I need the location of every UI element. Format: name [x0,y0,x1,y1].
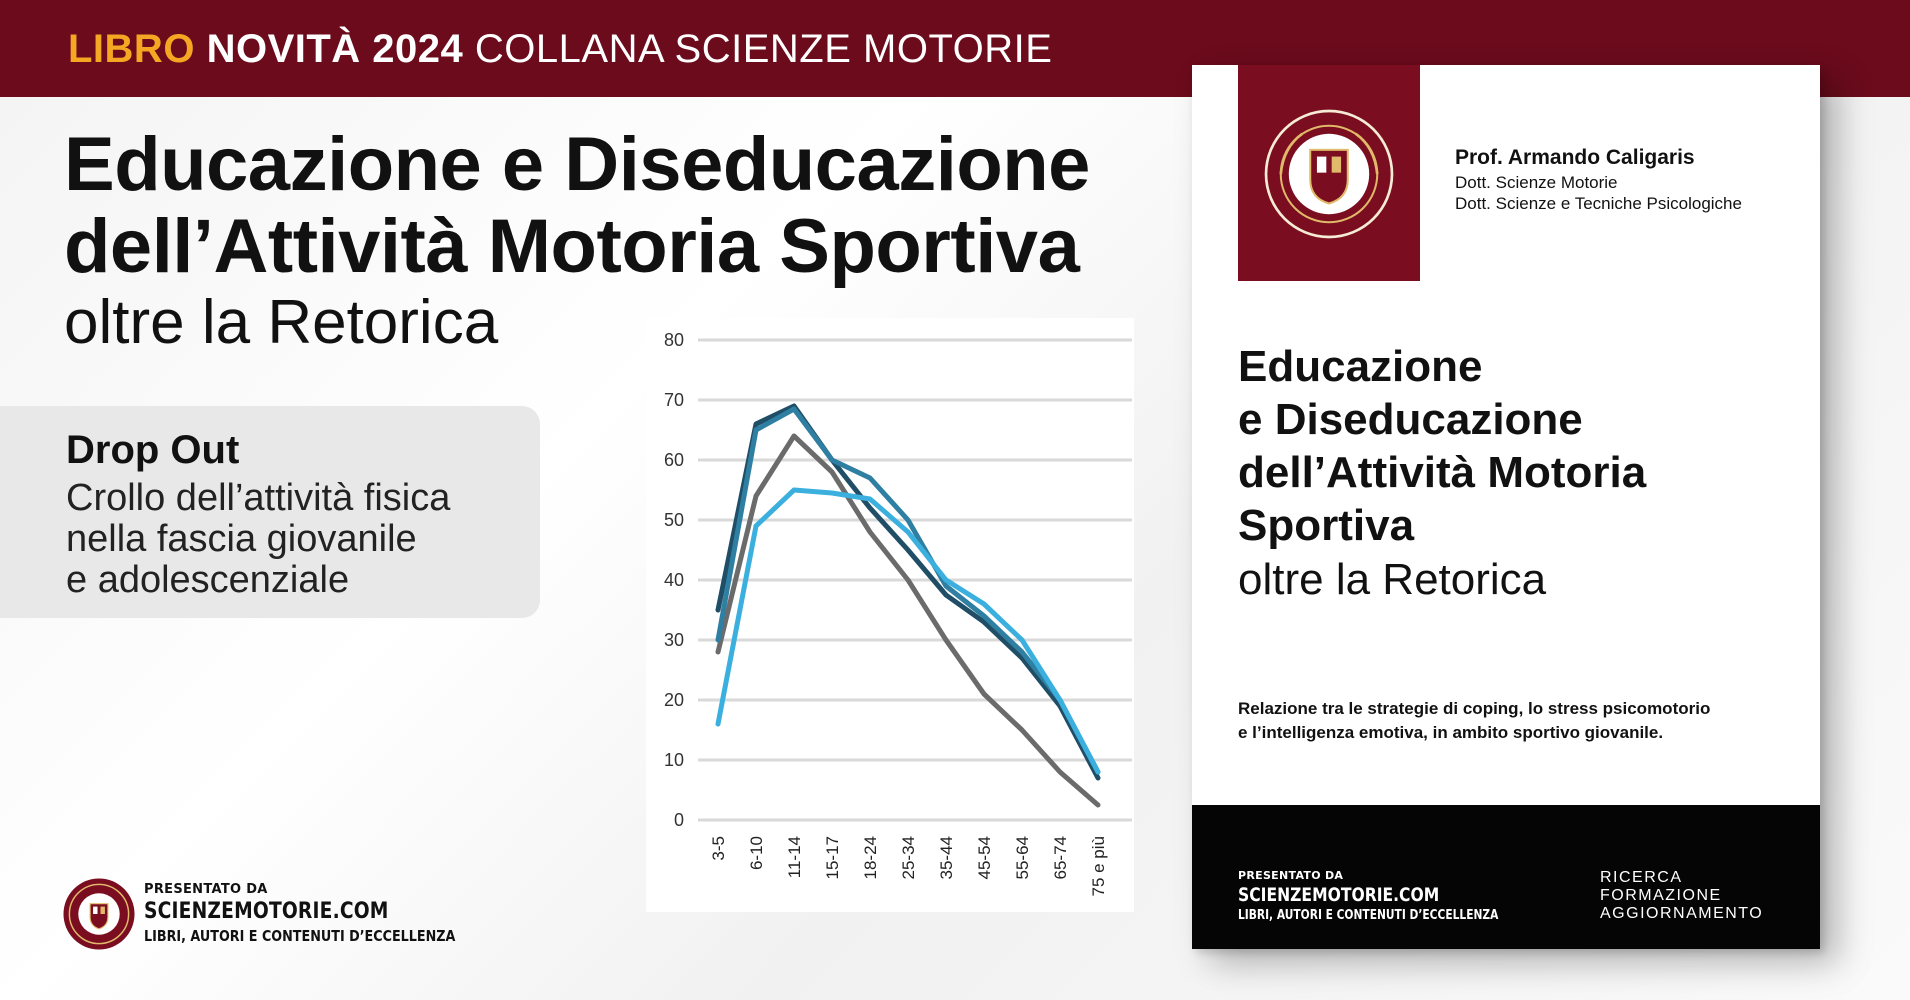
y-tick-label: 20 [664,690,684,710]
dropout-box: Drop Out Crollo dell’attività fisica nel… [0,406,540,618]
banner-text: LIBRO NOVITÀ 2024 COLLANA SCIENZE MOTORI… [68,27,1052,72]
dropout-title: Drop Out [66,428,240,472]
book-footer: PRESENTATO DA SCIENZEMOTORIE.COM LIBRI, … [1192,805,1820,949]
series-line-1 [715,433,1101,808]
y-tick-label: 30 [664,630,684,650]
book-title-line: e Diseducazione [1238,395,1583,444]
book-title-line: Educazione [1238,342,1483,391]
series-line-3 [715,406,1101,775]
x-tick-label: 45-54 [975,836,994,879]
book-footer-keyword: FORMAZIONE [1600,887,1722,904]
x-tick-label: 11-14 [785,836,804,878]
book-footer-presented-by: PRESENTATO DA [1238,869,1344,882]
dropout-line: e adolescenziale [66,559,350,601]
book-seal-panel [1238,65,1420,281]
main-title: Educazione e Diseducazione dell’Attività… [64,124,1090,288]
series-line-4 [715,487,1101,775]
banner-novita: NOVITÀ 2024 [206,27,464,71]
book-description-line: e l’intelligenza emotiva, in ambito spor… [1238,723,1664,742]
dropout-text: Crollo dell’attività fisica nella fascia… [66,478,450,601]
scienzemotorie-seal-icon [63,878,135,950]
author-name: Prof. Armando Caligaris [1455,146,1695,169]
x-tick-label: 6-10 [747,836,766,870]
x-tick-label: 55-64 [1013,836,1032,879]
book-title-line: dell’Attività Motoria [1238,448,1647,497]
main-title-line1: Educazione e Diseducazione [64,122,1090,207]
line-chart: 0 10 20 30 40 50 60 70 80 3-5 6-10 11-14 15-17 18-24… [664,330,1132,897]
author-degree: Dott. Scienze e Tecniche Psicologiche [1455,194,1742,213]
footer-site: SCIENZEMOTORIE.COM [144,899,389,924]
series-line-2 [715,403,1101,781]
book-author: Prof. Armando Caligaris Dott. Scienze Mo… [1455,146,1742,214]
book-subtitle: oltre la Retorica [1238,555,1547,604]
main-subtitle: oltre la Retorica [64,288,499,357]
y-tick-label: 70 [664,390,684,410]
banner-collana: COLLANA SCIENZE MOTORIE [474,27,1053,71]
footer-brand: PRESENTATO DA SCIENZEMOTORIE.COM LIBRI, … [144,882,510,945]
x-tick-label: 18-24 [861,836,880,879]
y-tick-label: 50 [664,510,684,530]
book-footer-tagline: LIBRI, AUTORI E CONTENUTI D’ECCELLENZA [1238,908,1499,923]
book-footer-site: SCIENZEMOTORIE.COM [1238,884,1440,906]
x-tick-label: 25-34 [899,836,918,879]
x-tick-label: 35-44 [937,836,956,879]
dropout-line: Crollo dell’attività fisica [66,477,451,519]
y-tick-label: 0 [674,810,684,830]
book-footer-keyword: RICERCA [1600,869,1683,886]
book-footer-keywords: RICERCA FORMAZIONE AGGIORNAMENTO [1600,869,1763,923]
book-title: Educazione e Diseducazione dell’Attività… [1238,340,1646,552]
y-tick-label: 10 [664,750,684,770]
footer-presented-by: PRESENTATO DA [144,882,268,897]
banner-libro: LIBRO [68,27,195,71]
book-description: Relazione tra le strategie di coping, lo… [1238,697,1710,745]
x-tick-label: 75 e più [1089,836,1108,897]
y-tick-label: 60 [664,450,684,470]
book-footer-brand: PRESENTATO DA SCIENZEMOTORIE.COM LIBRI, … [1238,869,1556,923]
book-cover: Prof. Armando Caligaris Dott. Scienze Mo… [1192,65,1820,949]
footer-tagline: LIBRI, AUTORI E CONTENUTI D’ECCELLENZA [144,927,456,945]
book-footer-keyword: AGGIORNAMENTO [1600,905,1764,922]
book-description-line: Relazione tra le strategie di coping, lo… [1238,699,1711,718]
x-tick-label: 65-74 [1051,836,1070,879]
main-title-line2: dell’Attività Motoria Sportiva [64,204,1080,289]
author-degree: Dott. Scienze Motorie [1455,173,1618,192]
x-tick-label: 15-17 [823,836,842,879]
dropout-line: nella fascia giovanile [66,518,417,560]
x-tick-label: 3-5 [709,836,728,861]
scienzemotorie-seal-icon [1264,109,1394,239]
book-title-line: Sportiva [1238,501,1415,550]
top-banner: LIBRO NOVITÀ 2024 COLLANA SCIENZE MOTORI… [0,0,1910,97]
y-tick-label: 80 [664,330,684,350]
chart-panel: 0 10 20 30 40 50 60 70 80 3-5 6-10 11-14 15-17 18-24… [646,318,1134,912]
y-tick-label: 40 [664,570,684,590]
